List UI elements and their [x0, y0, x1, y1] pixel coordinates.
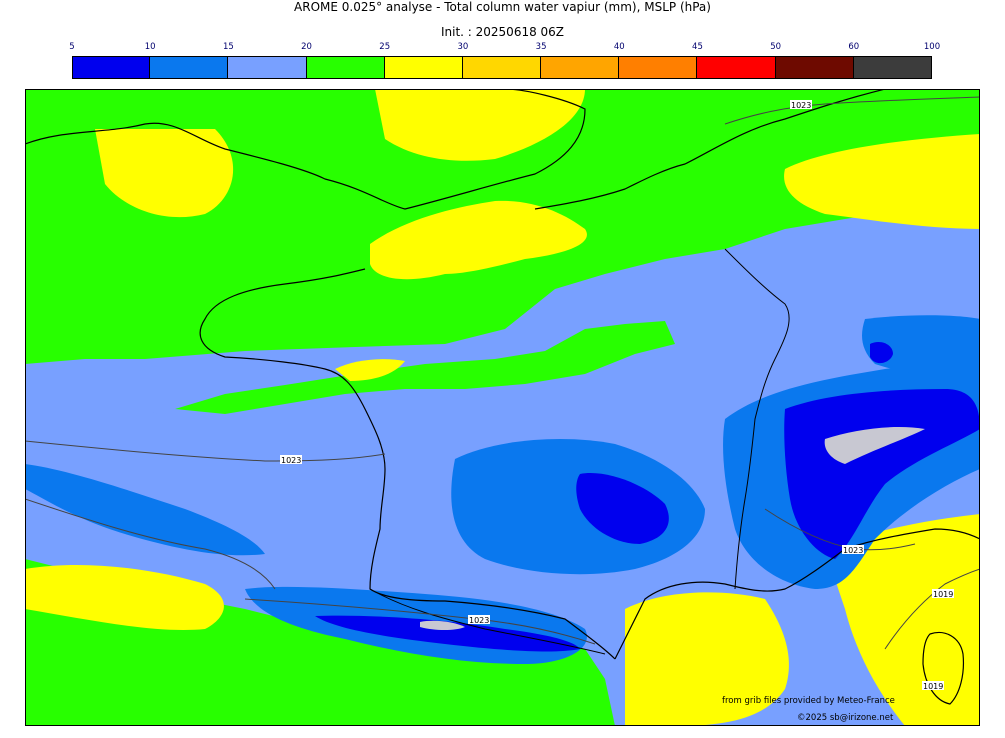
colorbar-tick-label: 45	[692, 42, 703, 52]
colorbar-tick-label: 5	[69, 42, 75, 52]
colorbar-tick-label: 20	[301, 42, 312, 52]
isobar-label: 1019	[933, 590, 953, 599]
field-darkblue-ardennes	[870, 342, 893, 364]
coastline-britain	[25, 89, 586, 210]
colorbar-tick-label: 50	[770, 42, 782, 52]
field-darkblue-pyrenees	[315, 615, 580, 652]
colorbar-tick-label: 100	[923, 42, 941, 52]
isobar-1023-pyrenees	[244, 598, 596, 645]
field-blue-northeast	[862, 315, 980, 379]
isobar-label: 1023	[281, 456, 301, 465]
chart-title: AROME 0.025° analyse - Total column wate…	[294, 0, 711, 14]
coastline-corsica	[922, 632, 965, 705]
colorbar-swatch	[775, 56, 854, 79]
colorbar-tick-label: 60	[848, 42, 860, 52]
colorbar-tick-label: 30	[457, 42, 469, 52]
data-source-credit: from grib files provided by Meteo-France	[722, 696, 895, 706]
isobar-1023-west	[25, 440, 386, 462]
field-yellow-east-med	[825, 514, 980, 726]
field-yellow-mediterranean	[625, 592, 789, 726]
colorbar-swatch	[462, 56, 542, 79]
border-pyrenees	[369, 588, 606, 655]
field-yellow-england	[375, 89, 585, 161]
colorbar-swatch	[150, 56, 229, 79]
colorbar-tick-label: 15	[222, 42, 234, 52]
field-yellow-brittany-south	[335, 359, 405, 381]
colorbar-tick-label: 40	[613, 42, 625, 52]
field-yellow-iberia	[25, 564, 224, 630]
colorbar-swatch	[619, 56, 698, 79]
isobar-1019-corsica	[884, 568, 980, 650]
coastline-france-west	[199, 268, 616, 660]
water-vapour-map: 1023 1023 1023 1023 1019 1019	[25, 89, 980, 726]
colorbar-swatch	[228, 56, 307, 79]
field-yellow-germany	[784, 134, 980, 229]
colorbar-swatch	[72, 56, 151, 79]
map-frame	[25, 89, 980, 726]
isobar-label: 1023	[791, 101, 811, 110]
coastline-france-north	[534, 89, 886, 210]
field-blue-atlantic-band	[25, 464, 265, 556]
isobar-label: 1023	[843, 546, 863, 555]
field-yellow-ireland-sw	[95, 129, 234, 218]
colorbar-swatch	[384, 56, 463, 79]
isobar-label: 1019	[923, 682, 943, 691]
isobar-1023-north	[724, 96, 980, 125]
colorbar-swatch	[306, 56, 385, 79]
colorbar-tick-label: 35	[535, 42, 547, 52]
colorbar-swatch	[541, 56, 620, 79]
field-yellow-channel	[370, 200, 587, 280]
coastline-mediterranean	[614, 528, 980, 660]
copyright-credit: ©2025 sb@irizone.net	[797, 713, 894, 723]
field-grey-pyrenees	[420, 620, 465, 630]
field-light-blue-atlantic	[25, 352, 365, 429]
field-darkblue-alps	[784, 389, 980, 559]
colorbar-tick-label: 25	[379, 42, 391, 52]
colorbar-tick-label: 10	[144, 42, 156, 52]
field-green-north-band	[175, 321, 675, 414]
isobar-1023-south	[25, 498, 276, 590]
colorbar-swatch	[853, 56, 932, 79]
field-darkblue-massif	[576, 473, 669, 544]
colorbar-swatch	[697, 56, 776, 79]
field-grey-alps	[824, 427, 925, 464]
border-france-east	[724, 248, 790, 590]
isobar-label: 1023	[469, 616, 489, 625]
init-time: Init. : 20250618 06Z	[440, 25, 565, 39]
